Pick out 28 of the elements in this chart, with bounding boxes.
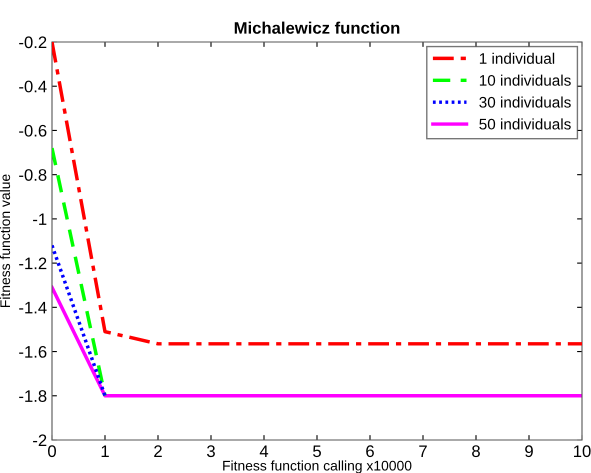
y-tick-label: -0.6 xyxy=(19,124,46,137)
chart-title: Michalewicz function xyxy=(234,22,400,34)
x-tick-label: 9 xyxy=(525,445,533,458)
legend-label: 50 individuals xyxy=(479,118,571,130)
legend-label: 30 individuals xyxy=(479,96,571,108)
y-tick-label: -2 xyxy=(33,434,46,446)
y-tick-label: -1.8 xyxy=(19,390,46,402)
x-tick-label: 5 xyxy=(313,445,321,458)
x-tick-label: 0 xyxy=(48,445,56,458)
x-tick-label: 8 xyxy=(472,445,480,458)
y-tick-label: -0.2 xyxy=(19,36,46,48)
x-axis-title: Fitness function calling x10000 xyxy=(223,460,412,473)
y-tick-label: -1 xyxy=(33,213,46,225)
y-axis-title: Fitness function value xyxy=(0,174,10,308)
legend-label: 1 individual xyxy=(480,52,554,64)
y-tick-label: -1.4 xyxy=(19,302,47,314)
y-tick-label: -0.4 xyxy=(19,80,47,92)
y-tick-label: -1.6 xyxy=(19,346,46,358)
y-tick-label: -1.2 xyxy=(19,258,46,270)
x-tick-label: 1 xyxy=(102,445,109,457)
legend-label: 10 individuals xyxy=(480,74,571,86)
x-tick-label: 10 xyxy=(574,445,591,458)
y-tick-label: -0.8 xyxy=(19,169,46,181)
x-tick-label: 7 xyxy=(419,445,427,457)
x-tick-label: 3 xyxy=(207,445,215,458)
x-tick-label: 2 xyxy=(154,445,162,457)
x-tick-label: 6 xyxy=(366,445,374,458)
x-tick-label: 4 xyxy=(260,445,268,457)
